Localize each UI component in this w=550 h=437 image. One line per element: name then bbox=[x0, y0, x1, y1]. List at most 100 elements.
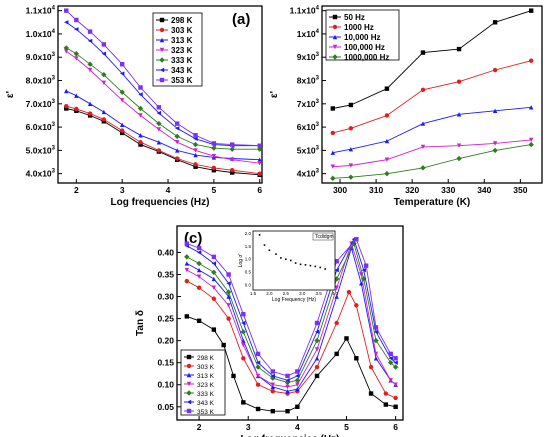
plot-frame bbox=[57, 5, 263, 184]
data-point bbox=[285, 389, 290, 394]
series-4 bbox=[184, 241, 398, 390]
data-point bbox=[314, 337, 320, 344]
data-point bbox=[492, 147, 498, 154]
data-point bbox=[330, 130, 336, 136]
data-point bbox=[101, 72, 107, 78]
legend-marker bbox=[159, 47, 165, 53]
legend-marker bbox=[332, 44, 338, 50]
legend-marker bbox=[159, 57, 165, 63]
data-point bbox=[193, 152, 198, 158]
data-point bbox=[241, 342, 246, 348]
legend-label: 1000,000 Hz bbox=[344, 53, 389, 62]
legend-marker bbox=[159, 67, 165, 73]
legend-marker bbox=[186, 372, 192, 378]
x-tick-label: 2 bbox=[74, 185, 79, 195]
data-point bbox=[314, 329, 320, 335]
legend-marker bbox=[186, 354, 192, 360]
data-point bbox=[101, 42, 107, 47]
data-point bbox=[257, 157, 262, 162]
series-7 bbox=[64, 8, 262, 148]
data-point bbox=[193, 148, 198, 153]
data-point bbox=[156, 105, 162, 110]
series-line bbox=[186, 238, 396, 377]
series-line bbox=[66, 51, 260, 164]
data-point bbox=[156, 148, 162, 153]
legend-label: 323 K bbox=[171, 46, 193, 55]
data-point bbox=[138, 85, 143, 90]
y-tick-label: 0.30 bbox=[157, 292, 174, 302]
data-point bbox=[492, 141, 498, 146]
data-point bbox=[255, 382, 261, 387]
data-point bbox=[255, 360, 261, 365]
x-tick-label: 320 bbox=[405, 185, 419, 195]
legend-marker bbox=[159, 77, 165, 83]
legend-label: 343 K bbox=[197, 400, 215, 407]
data-point bbox=[73, 51, 80, 57]
data-point bbox=[211, 254, 217, 260]
data-point bbox=[226, 294, 231, 299]
data-point bbox=[295, 369, 300, 374]
legend-label: 333 K bbox=[197, 391, 215, 398]
data-point bbox=[138, 92, 143, 97]
inset-data-point bbox=[304, 264, 307, 266]
y-tick-label: 6.0x103 bbox=[26, 122, 56, 132]
data-point bbox=[420, 165, 426, 171]
inset-data-point bbox=[294, 262, 297, 264]
legend-marker bbox=[186, 381, 192, 387]
data-point bbox=[211, 276, 217, 282]
legend-label: 10,000 Hz bbox=[344, 33, 380, 42]
data-point bbox=[334, 320, 339, 326]
data-point bbox=[174, 140, 180, 145]
data-point bbox=[384, 138, 390, 144]
data-point bbox=[211, 165, 217, 171]
data-point bbox=[393, 382, 398, 387]
data-point bbox=[270, 384, 276, 390]
data-point bbox=[184, 254, 190, 260]
legend-marker bbox=[332, 14, 338, 20]
y-tick-label: 5x103 bbox=[297, 145, 320, 155]
data-point bbox=[255, 406, 261, 412]
data-point bbox=[383, 391, 389, 396]
series-line bbox=[186, 242, 396, 383]
data-point bbox=[334, 267, 339, 273]
series-line bbox=[66, 47, 260, 150]
y-axis-title: Tan δ bbox=[135, 310, 146, 336]
data-point bbox=[156, 110, 162, 116]
data-point bbox=[241, 311, 246, 317]
series-1 bbox=[184, 314, 398, 414]
data-point bbox=[334, 294, 339, 299]
data-point bbox=[354, 303, 359, 308]
data-point bbox=[393, 356, 398, 361]
data-point bbox=[294, 377, 301, 384]
inset-y-axis-title: Log σ' bbox=[238, 254, 244, 268]
data-point bbox=[257, 161, 262, 166]
data-point bbox=[295, 386, 300, 392]
legend-marker bbox=[332, 54, 338, 60]
data-point bbox=[174, 126, 180, 131]
y-tick-label: 1.1x104 bbox=[26, 6, 56, 16]
x-tick-label: 4 bbox=[166, 185, 171, 195]
x-tick-label: 310 bbox=[369, 185, 383, 195]
inset-data-point bbox=[289, 259, 292, 262]
data-point bbox=[384, 157, 390, 162]
data-point bbox=[393, 360, 398, 365]
series-line bbox=[186, 246, 396, 392]
x-axis-title: Log frequencies (Hz) bbox=[241, 434, 340, 437]
data-point bbox=[257, 143, 262, 148]
data-point bbox=[456, 112, 462, 117]
y-tick-label: 9.0x103 bbox=[26, 52, 56, 62]
data-point bbox=[119, 128, 125, 133]
series-line bbox=[332, 144, 532, 179]
data-point bbox=[456, 143, 462, 148]
legend-marker bbox=[186, 408, 192, 414]
series-line bbox=[66, 108, 260, 176]
data-point bbox=[359, 281, 364, 286]
legend-marker bbox=[159, 27, 165, 33]
x-tick-label: 3 bbox=[120, 185, 125, 195]
data-point bbox=[384, 113, 390, 118]
data-point bbox=[87, 101, 93, 107]
data-point bbox=[393, 404, 398, 409]
data-point bbox=[211, 261, 217, 266]
data-point bbox=[211, 327, 217, 332]
